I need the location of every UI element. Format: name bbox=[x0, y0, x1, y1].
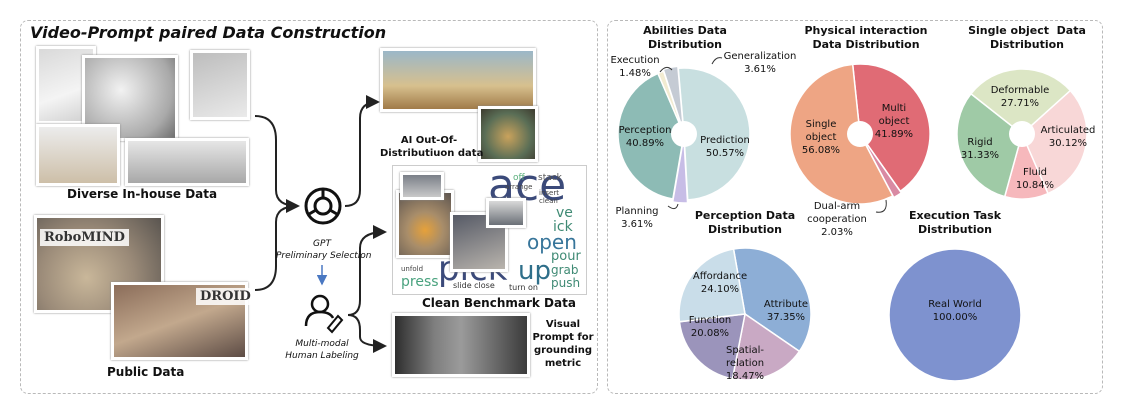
ai-ood-caption: AI Out-Of- Distributiuon data bbox=[380, 135, 484, 159]
distribution-panel bbox=[607, 20, 1103, 394]
construction-title: Video-Prompt paired Data Construction bbox=[30, 23, 387, 42]
single-label-rigid: Rigid 31.33% bbox=[960, 137, 1000, 161]
physical-slice-single-object bbox=[789, 63, 894, 205]
clean-photo-3 bbox=[400, 172, 444, 200]
droid-label: DROID bbox=[196, 288, 255, 305]
physical-donut-hole bbox=[847, 121, 873, 147]
construction-panel bbox=[20, 20, 598, 394]
single-label-fluid: Fluid 10.84% bbox=[1015, 167, 1055, 191]
single-object-donut-hole bbox=[1009, 121, 1035, 147]
gpt-to-ai-arrow bbox=[344, 95, 380, 207]
wordcloud-word: pour bbox=[551, 249, 581, 264]
abilities-label-perception: Perception 40.89% bbox=[618, 125, 672, 149]
perception-slice-attribute bbox=[732, 247, 812, 353]
physical-slice-dual-arm bbox=[860, 135, 903, 199]
wordcloud-word: up bbox=[518, 256, 551, 286]
human-labeling-icon bbox=[304, 294, 344, 334]
wordcloud-word: arrange bbox=[505, 183, 533, 191]
execution-title: Execution Task Distribution bbox=[908, 209, 1002, 236]
inhouse-to-gpt-arrow bbox=[254, 115, 300, 213]
human-to-visual-arrow bbox=[347, 314, 387, 353]
wordcloud-word: ick bbox=[553, 219, 573, 235]
wordcloud-word: ve bbox=[556, 205, 573, 221]
ai-ood-photo-1 bbox=[380, 48, 536, 112]
wordcloud-word: off bbox=[513, 173, 525, 183]
generalization-leader-line bbox=[711, 57, 723, 65]
wordcloud-word: stack bbox=[538, 173, 562, 183]
wordcloud-word: press bbox=[401, 274, 439, 290]
clean-photo-4 bbox=[486, 198, 526, 228]
perception-slice-function bbox=[678, 313, 746, 380]
abilities-donut-hole bbox=[671, 121, 697, 147]
human-to-clean-arrow bbox=[347, 225, 387, 316]
public-caption: Public Data bbox=[107, 365, 185, 379]
wordcloud-word: grab bbox=[551, 263, 579, 277]
wordcloud-word: turn on bbox=[509, 283, 538, 292]
single-label-deformable: Deformable 27.71% bbox=[990, 85, 1050, 109]
single-object-slice-articulated bbox=[1021, 89, 1088, 195]
single-object-title: Single object Data Distribution bbox=[968, 24, 1086, 51]
inhouse-photo-5 bbox=[125, 138, 249, 186]
wordcloud-word: open bbox=[527, 230, 577, 254]
perception-slice-spatial-relation bbox=[731, 312, 801, 381]
clean-caption: Clean Benchmark Data bbox=[422, 296, 576, 310]
public-to-gpt-arrow bbox=[254, 205, 299, 291]
perception-label-spatial: Spatial- relation 18.47% bbox=[725, 345, 765, 382]
wordcloud-word: unfold bbox=[401, 265, 424, 273]
human-labeling-label: Multi-modal Human Labeling bbox=[285, 339, 359, 361]
perception-label-function: Function 20.08% bbox=[688, 315, 732, 339]
visual-prompt-photo bbox=[392, 313, 530, 377]
wordcloud-word: slide close bbox=[453, 281, 495, 290]
physical-label-multi: Multi object 41.89% bbox=[874, 103, 914, 140]
perception-title: Perception Data Distribution bbox=[694, 209, 796, 236]
gpt-selection-label: GPT Preliminary Selection bbox=[276, 239, 372, 261]
physical-title: Physical interaction Data Distribution bbox=[804, 24, 928, 51]
diverse-caption: Diverse In-house Data bbox=[67, 187, 218, 201]
abilities-label-execution: Execution 1.48% bbox=[610, 55, 660, 79]
abilities-label-generalization: Generalization 3.61% bbox=[723, 51, 797, 75]
inhouse-photo-2 bbox=[190, 50, 250, 120]
ai-ood-photo-2 bbox=[478, 106, 538, 162]
single-object-slice-rigid bbox=[956, 92, 1023, 198]
perception-label-attribute: Attribute 37.35% bbox=[763, 299, 809, 323]
gpt-logo-icon bbox=[304, 187, 342, 225]
perception-slice-affordance bbox=[678, 248, 746, 323]
dual-arm-leader-line bbox=[875, 199, 887, 213]
inhouse-photo-4 bbox=[36, 124, 120, 186]
abilities-slice-planning bbox=[671, 136, 689, 204]
planning-leader-line bbox=[667, 203, 679, 210]
perception-label-affordance: Affordance 24.10% bbox=[692, 271, 748, 295]
robomind-label: RoboMIND bbox=[40, 229, 129, 246]
single-object-slice-deformable bbox=[969, 68, 1072, 135]
abilities-slice-perception bbox=[617, 72, 685, 200]
physical-slice-multi-object bbox=[851, 63, 931, 193]
abilities-label-planning: Planning 3.61% bbox=[615, 206, 659, 230]
wordcloud-word: clean bbox=[539, 197, 558, 205]
abilities-slice-prediction bbox=[677, 67, 751, 201]
abilities-label-prediction: Prediction 50.57% bbox=[700, 135, 750, 159]
execution-label-realworld: Real World 100.00% bbox=[928, 299, 982, 323]
execution-slice-real-world bbox=[888, 248, 1022, 382]
execution-leader-line bbox=[659, 66, 673, 73]
abilities-title: Abilities Data Distribution bbox=[643, 24, 727, 51]
wordcloud-word: push bbox=[551, 276, 581, 290]
visual-prompt-caption: Visual Prompt for grounding metric bbox=[532, 319, 594, 369]
wordcloud-word: insert bbox=[539, 189, 559, 197]
physical-label-single: Single object 56.08% bbox=[801, 119, 841, 156]
single-label-articulated: Articulated 30.12% bbox=[1040, 125, 1096, 149]
physical-label-dual: Dual-arm cooperation 2.03% bbox=[807, 201, 867, 238]
